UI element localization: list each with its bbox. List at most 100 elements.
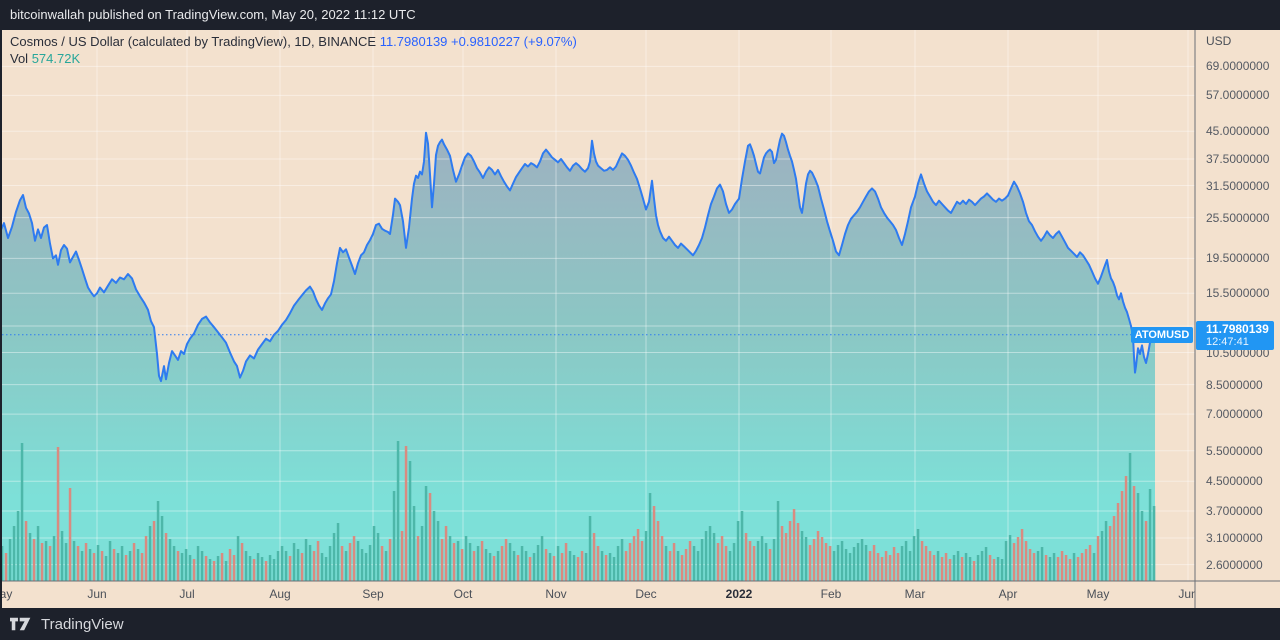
volume-bar (284, 551, 288, 581)
volume-bar (736, 521, 740, 581)
price-line (0, 131, 1156, 383)
volume-bar (304, 539, 308, 581)
volume-bar (556, 546, 560, 581)
volume-bar (1032, 553, 1036, 581)
volume-bar (636, 529, 640, 581)
volume-bar (232, 555, 236, 581)
volume-bar (396, 441, 400, 581)
tradingview-brand[interactable]: TradingView (41, 615, 124, 633)
price-tick-label: 25.5000000 (1206, 210, 1270, 225)
volume-bar (788, 521, 792, 581)
volume-bar (852, 547, 856, 581)
volume-bar (1080, 553, 1084, 581)
volume-bar (400, 531, 404, 581)
volume-bar (672, 543, 676, 581)
volume-bar (1068, 559, 1072, 581)
volume-bar (980, 551, 984, 581)
volume-bar (332, 533, 336, 581)
volume-bar (912, 536, 916, 581)
volume-bar (1096, 536, 1100, 581)
volume-bar (216, 556, 220, 581)
time-tick-label: Sep (362, 587, 384, 601)
time-axis[interactable]: May Jun Jul Aug Sep Oct Nov Dec 2022 Feb Mar Apr May… (2, 581, 1195, 608)
price-axis[interactable]: USD 69.0000000 57.0000000 45.0000000 37.500… (1196, 30, 1280, 581)
chart-pane[interactable]: Cosmos / US Dollar (calculated by Tradin… (0, 30, 1280, 608)
volume-bar (776, 501, 780, 581)
volume-bar (676, 551, 680, 581)
volume-bar (1112, 516, 1116, 581)
volume-bar (1124, 476, 1128, 581)
volume-bar (560, 553, 564, 581)
volume-bar (320, 553, 324, 581)
volume-bar (52, 536, 56, 581)
volume-bar (20, 443, 24, 581)
volume-bar (504, 539, 508, 581)
volume-bar (132, 543, 136, 581)
volume-bar (524, 551, 528, 581)
volume-bar (844, 549, 848, 581)
volume-bar (576, 557, 580, 581)
price-axis-currency: USD (1206, 34, 1232, 48)
volume-bar (188, 555, 192, 581)
volume-bar (1012, 543, 1016, 581)
volume-bar (340, 546, 344, 581)
time-tick-label: Apr (998, 587, 1018, 601)
volume-bar (908, 551, 912, 581)
volume-bar (668, 551, 672, 581)
price-tick-label: 37.5000000 (1206, 152, 1270, 166)
price-tick-label: 57.0000000 (1206, 88, 1270, 103)
volume-bar (708, 526, 712, 581)
price-tick-label: 3.1000000 (1206, 530, 1263, 545)
volume-bar (660, 536, 664, 581)
volume-bar (360, 549, 364, 581)
volume-bar (80, 551, 84, 581)
volume-bar (1016, 537, 1020, 581)
last-price-axis-label: 11.7980139 12:47:41 (1196, 320, 1274, 350)
volume-bar (296, 549, 300, 581)
volume-bar (416, 536, 420, 581)
volume-bar (120, 546, 124, 581)
volume-bar (480, 541, 484, 581)
chart-legend: Cosmos / US Dollar (calculated by Tradin… (10, 33, 577, 67)
price-tick-label: 3.7000000 (1206, 504, 1263, 519)
volume-bar (164, 533, 168, 581)
symbol-price-flag-text: ATOMUSD (1134, 328, 1190, 341)
time-tick-label: 2022 (725, 587, 753, 601)
volume-bar (392, 491, 396, 581)
volume-bar (816, 531, 820, 581)
volume-bar (220, 553, 224, 581)
volume-bar (44, 541, 48, 581)
volume-bar (272, 559, 276, 581)
volume-bar (640, 541, 644, 581)
volume-label: Vol (10, 51, 29, 66)
footer-bar: TradingView (0, 608, 1280, 640)
volume-bar (240, 543, 244, 581)
volume-bar (652, 506, 656, 581)
volume-bar (76, 546, 80, 581)
volume-bar (172, 546, 176, 581)
tradingview-logo-icon[interactable] (10, 617, 33, 631)
volume-bar (104, 556, 108, 581)
volume-bar (552, 556, 556, 581)
volume-bar (796, 523, 800, 581)
volume-bar (456, 541, 460, 581)
volume-bar (408, 461, 412, 581)
volume-bar (864, 545, 868, 581)
volume-bar (1000, 559, 1004, 581)
volume-bar (976, 555, 980, 581)
volume-bar (328, 546, 332, 581)
volume-bar (156, 501, 160, 581)
chart-left-border (0, 30, 2, 608)
volume-bar (32, 539, 36, 581)
volume-bar (92, 553, 96, 581)
volume-bar (444, 526, 448, 581)
volume-bar (12, 526, 16, 581)
volume-bar (440, 539, 444, 581)
volume-bar (128, 551, 132, 581)
volume-bar (564, 543, 568, 581)
volume-bar (316, 541, 320, 581)
volume-bar (632, 536, 636, 581)
price-chart-canvas[interactable] (0, 30, 1280, 608)
volume-bar (1132, 486, 1136, 581)
